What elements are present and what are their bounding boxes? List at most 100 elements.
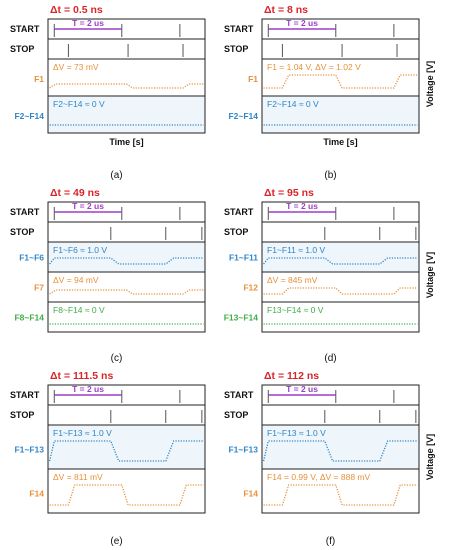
stop-row-frame [261,404,420,426]
signal-row-frame [47,241,206,273]
signal-row: F1 F1 = 1.04 V, ΔV = 1.02 V [248,58,420,97]
signal-row-frame [261,424,420,470]
x-axis-label: Time [s] [323,137,357,147]
signal-note: F13~F14 ≈ 0 V [267,305,324,315]
signal-row: F1~F11 F1~F11 ≈ 1.0 V [229,241,420,273]
period-label: T = 2 us [72,384,104,394]
signal-label: F7 [34,283,44,293]
signal-note: F1~F13 ≈ 1.0 V [267,428,326,438]
x-axis-label: Time [s] [109,137,143,147]
panel-d: Δt = 95 ns START T = 2 us STOP F1~F11 F1~F11 … [224,187,435,364]
delta-t-title: Δt = 111.5 ns [50,370,113,382]
signal-row-frame [261,271,420,303]
signal-row-frame [261,95,420,134]
panel-caption: (b) [324,170,336,181]
waveform-trace [263,257,418,265]
signal-label: F13~F14 [224,313,259,323]
panel-caption: (e) [110,536,122,547]
signal-note: F2~F14 ≈ 0 V [53,99,105,109]
waveform-trace [262,440,418,462]
panel-caption: (d) [324,353,336,364]
signal-label: F14 [243,488,258,498]
signal-row: F14 F14 = 0.99 V, ΔV = 888 mV [243,468,420,514]
start-label: START [10,24,40,34]
stop-label: STOP [10,410,34,420]
signal-row-frame [47,271,206,303]
period-label: T = 2 us [286,18,318,28]
signal-label: F1 [248,74,258,84]
stop-label: STOP [224,227,248,237]
signal-row-frame [47,424,206,470]
signal-label: F2~F14 [14,111,44,121]
stop-label: STOP [10,44,34,54]
stop-row-frame [47,404,206,426]
signal-note: F14 = 0.99 V, ΔV = 888 mV [267,472,371,482]
period-label: T = 2 us [286,201,318,211]
signal-row-frame [47,95,206,134]
start-label: START [10,207,40,217]
start-label: START [224,24,254,34]
delta-t-title: Δt = 8 ns [264,4,308,16]
start-label: START [10,390,40,400]
stop-label: STOP [10,227,34,237]
stop-row-frame [261,38,420,60]
signal-label: F12 [243,283,258,293]
panel-caption: (a) [110,170,122,181]
waveform-trace [48,440,204,462]
signal-row: F2~F14 F2~F14 ≈ 0 V [14,95,206,134]
signal-row-frame [261,301,420,333]
signal-row: F8~F14 F8~F14 ≈ 0 V [14,301,206,333]
signal-row-frame [261,468,420,514]
signal-note: F1~F6 ≈ 1.0 V [53,245,107,255]
signal-row: F12 ΔV = 845 mV [243,271,420,303]
signal-label: F8~F14 [14,313,44,323]
panel-caption: (c) [111,353,123,364]
panel-c: Δt = 49 ns START T = 2 us STOP F1~F6 F1~F6 ≈ … [10,187,206,364]
delta-t-title: Δt = 0.5 ns [50,4,103,16]
y-axis-label: Voltage [V] [425,61,435,107]
signal-label: F1~F6 [19,253,44,263]
signal-row: F2~F14 F2~F14 ≈ 0 V [228,95,420,134]
signal-note: F2~F14 ≈ 0 V [267,99,319,109]
signal-note: ΔV = 73 mV [53,62,99,72]
panel-a: Δt = 0.5 ns START T = 2 us STOP F1 ΔV = 73 mV… [10,4,206,181]
period-label: T = 2 us [72,201,104,211]
start-label: START [224,390,254,400]
signal-note: F1~F11 ≈ 1.0 V [267,245,325,255]
signal-note: ΔV = 94 mV [53,275,99,285]
stop-label: STOP [224,410,248,420]
y-axis-label: Voltage [V] [425,252,435,298]
period-label: T = 2 us [286,384,318,394]
signal-row: F1 ΔV = 73 mV [34,58,206,97]
signal-row: F1~F13 F1~F13 ≈ 1.0 V [228,424,420,470]
start-label: START [224,207,254,217]
signal-label: F1~F11 [229,253,258,263]
signal-note: F1~F13 ≈ 1.0 V [53,428,112,438]
signal-row-frame [47,468,206,514]
waveform-trace [49,484,204,506]
stop-row-frame [261,221,420,243]
signal-row-frame [47,301,206,333]
y-axis-label: Voltage [V] [425,434,435,480]
signal-row-frame [261,241,420,273]
signal-row: F13~F14 F13~F14 ≈ 0 V [224,301,420,333]
stop-row-frame [47,38,206,60]
signal-label: F14 [29,488,44,498]
signal-label: F1~F13 [14,444,44,454]
waveform-trace [49,257,204,265]
waveform-trace [49,83,204,89]
signal-label: F1 [34,74,44,84]
stop-label: STOP [224,44,248,54]
waveform-trace [49,289,204,295]
signal-label: F1~F13 [228,444,258,454]
signal-row: F1~F13 F1~F13 ≈ 1.0 V [14,424,206,470]
signal-note: ΔV = 811 mV [53,472,103,482]
panel-caption: (f) [326,536,335,547]
signal-label: F2~F14 [228,111,258,121]
period-label: T = 2 us [72,18,104,28]
stop-row-frame [47,221,206,243]
waveform-trace [263,74,418,89]
